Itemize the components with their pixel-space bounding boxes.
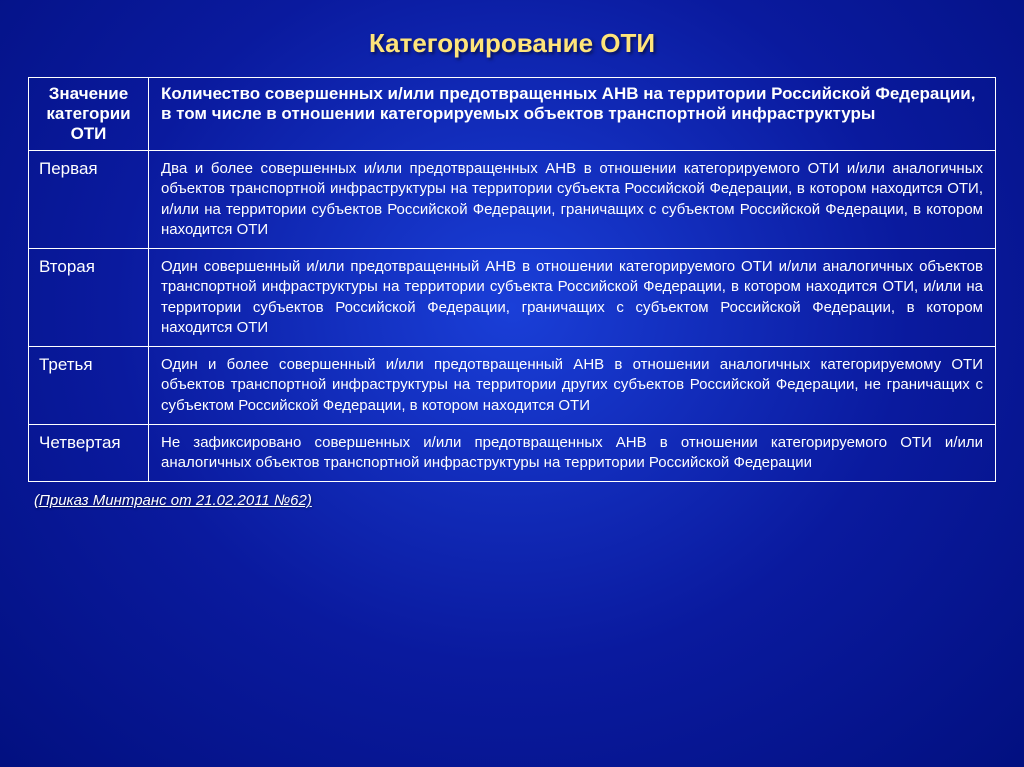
slide: Категорирование ОТИ Значение категории О… [0, 0, 1024, 767]
header-description: Количество совершенных и/или предотвраще… [149, 78, 996, 151]
table-header-row: Значение категории ОТИ Количество соверш… [29, 78, 996, 151]
category-description: Один и более совершенный и/или предотвра… [149, 347, 996, 425]
slide-title: Категорирование ОТИ [28, 28, 996, 59]
category-description: Один совершенный и/или предотвращенный А… [149, 249, 996, 347]
category-description: Два и более совершенных и/или предотвращ… [149, 151, 996, 249]
category-label: Четвертая [29, 424, 149, 482]
table-row: Третья Один и более совершенный и/или пр… [29, 347, 996, 425]
table-row: Четвертая Не зафиксировано совершенных и… [29, 424, 996, 482]
category-label: Вторая [29, 249, 149, 347]
table-row: Первая Два и более совершенных и/или пре… [29, 151, 996, 249]
header-category: Значение категории ОТИ [29, 78, 149, 151]
category-description: Не зафиксировано совершенных и/или предо… [149, 424, 996, 482]
categorization-table: Значение категории ОТИ Количество соверш… [28, 77, 996, 482]
table-row: Вторая Один совершенный и/или предотвращ… [29, 249, 996, 347]
category-label: Первая [29, 151, 149, 249]
footer-citation: (Приказ Минтранс от 21.02.2011 №62) [28, 492, 996, 509]
category-label: Третья [29, 347, 149, 425]
